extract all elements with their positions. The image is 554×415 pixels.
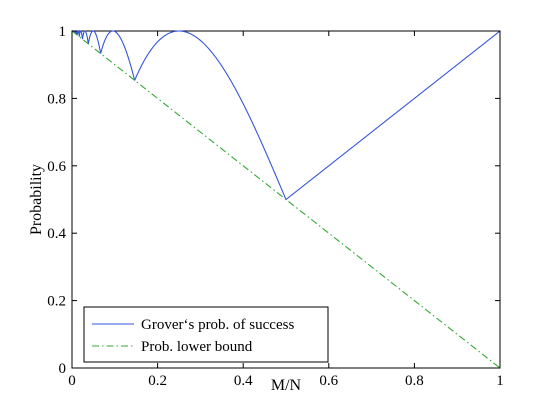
plot-area	[71, 30, 501, 369]
x-tick-label: 0.4	[234, 373, 253, 389]
x-tick-label: 0.2	[148, 373, 167, 389]
legend: Grover‘s prob. of success Prob. lower bo…	[83, 306, 329, 363]
x-tick-label: 0.8	[405, 373, 424, 389]
y-tick-label: 1	[59, 24, 67, 40]
legend-entry-grover: Grover‘s prob. of success	[141, 317, 294, 333]
legend-box	[83, 306, 329, 363]
axes-frame	[71, 30, 501, 369]
x-axis-ticks: 0 0.2 0.4 0.6 0.8 1	[68, 31, 504, 389]
y-tick-label: 0.2	[47, 294, 66, 310]
y-axis-ticks: 0 0.2 0.4 0.6 0.8 1	[47, 24, 500, 377]
series-line-0	[71, 30, 501, 201]
x-axis-label: M/N	[271, 377, 302, 394]
x-tick-label: 0	[68, 373, 76, 389]
y-axis-label: Probability	[28, 164, 45, 235]
series-line-1	[71, 30, 501, 369]
y-tick-label: 0.4	[47, 226, 66, 242]
x-tick-label: 0.6	[319, 373, 338, 389]
legend-entry-lower-bound: Prob. lower bound	[141, 339, 253, 355]
x-tick-label: 1	[496, 373, 504, 389]
y-tick-label: 0.6	[47, 159, 66, 175]
y-tick-label: 0	[59, 361, 67, 377]
y-tick-label: 0.8	[47, 91, 66, 107]
